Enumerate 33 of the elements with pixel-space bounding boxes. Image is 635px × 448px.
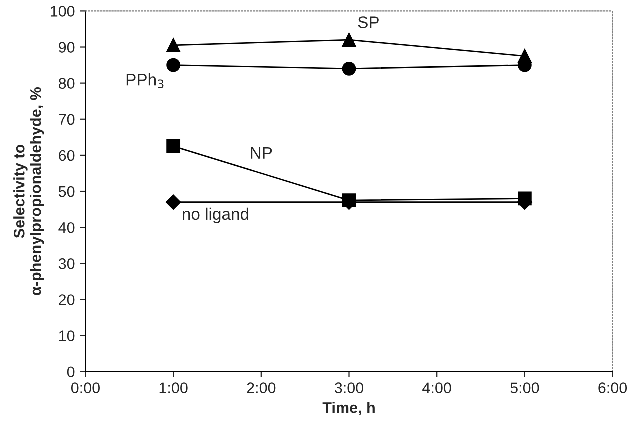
series-label: PPh$_{3}$ bbox=[126, 74, 164, 89]
y-tick-label: 70 bbox=[59, 114, 75, 126]
y-tick-label: 0 bbox=[67, 366, 75, 378]
x-tick-label: 6:00 bbox=[598, 382, 628, 394]
point bbox=[342, 62, 356, 76]
point bbox=[342, 33, 356, 47]
point bbox=[166, 58, 181, 72]
x-tick-label: 0:00 bbox=[71, 382, 100, 394]
y-axis-title: Selectivity to α-phenylpropionaldehyde, % bbox=[14, 87, 44, 296]
y-tick-label: 100 bbox=[50, 6, 75, 17]
x-axis-title: Time, h bbox=[322, 402, 375, 416]
point bbox=[166, 38, 181, 52]
point bbox=[166, 139, 181, 154]
y-tick-label: 80 bbox=[58, 78, 75, 90]
y-tick-label: 40 bbox=[58, 222, 75, 234]
point bbox=[518, 192, 532, 206]
x-tick-label: 4:00 bbox=[422, 382, 452, 394]
x-tick-label: 5:00 bbox=[510, 382, 540, 394]
x-tick-label: 3:00 bbox=[334, 382, 364, 394]
y-tick-label: 30 bbox=[58, 258, 75, 270]
y-tick-label: 90 bbox=[59, 42, 75, 53]
point bbox=[166, 194, 182, 210]
series-label: no ligand bbox=[183, 208, 248, 224]
series-label: NP bbox=[251, 147, 272, 159]
x-tick-label: 1:00 bbox=[160, 382, 188, 394]
y-tick-label: 10 bbox=[59, 330, 75, 342]
y-tick-label: 60 bbox=[59, 150, 75, 162]
x-tick-label: 2:00 bbox=[247, 382, 276, 394]
point bbox=[518, 49, 532, 64]
point bbox=[342, 194, 356, 208]
series-label: SP bbox=[358, 16, 379, 28]
y-tick-label: 50 bbox=[58, 186, 75, 198]
y-tick-label: 20 bbox=[59, 294, 75, 306]
